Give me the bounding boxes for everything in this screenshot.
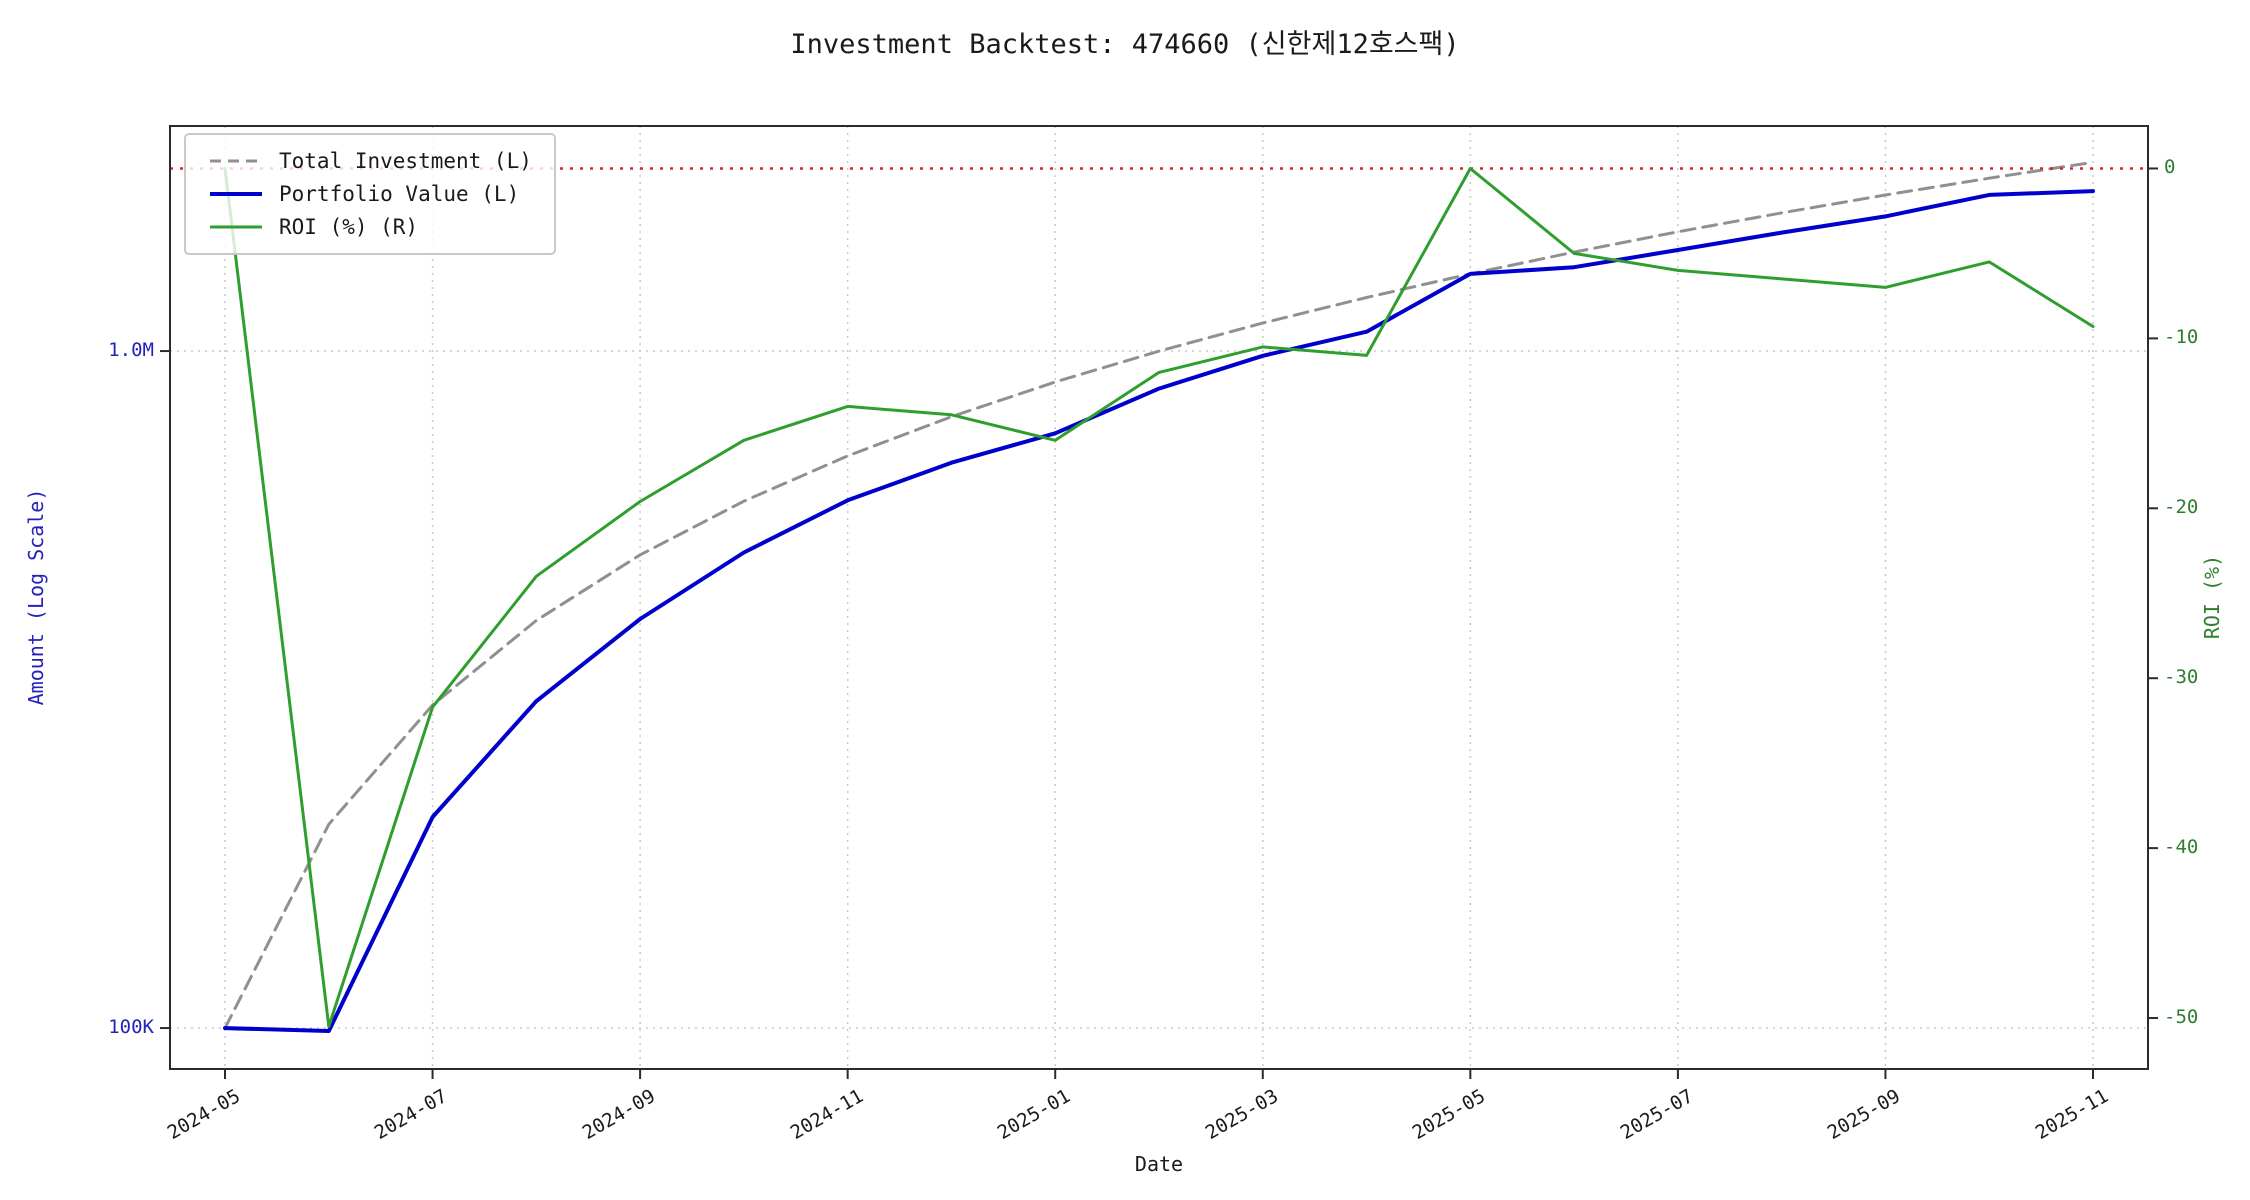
legend-item-portfolio-value: Portfolio Value (L) [208, 182, 532, 206]
plot-border [169, 125, 2149, 1070]
y-tick-label-right: -10 [2164, 326, 2199, 349]
y-tick-label-right: -30 [2164, 666, 2199, 689]
legend-item-roi: ROI (%) (R) [208, 215, 532, 239]
legend-label-total-investment: Total Investment (L) [279, 149, 532, 173]
y-tick-label-right: -50 [2164, 1006, 2199, 1029]
solid-line-sample-icon [210, 192, 262, 196]
y-tick-label-right: -20 [2164, 496, 2199, 519]
legend-label-portfolio-value: Portfolio Value (L) [279, 182, 520, 206]
y-tick-label-left: 100K [108, 1016, 154, 1039]
y-axis-label-right: ROI (%) [2200, 554, 2224, 640]
x-axis-label: Date [1134, 1152, 1184, 1176]
roi-line [223, 167, 2095, 1028]
portfolio-value-line [223, 189, 2095, 1033]
chart-title: Investment Backtest: 474660 (신한제12호스팩) [790, 29, 1460, 60]
y-tick-label-left: 1.0M [108, 339, 154, 362]
y-tick-label-right: -40 [2164, 836, 2199, 859]
legend-label-roi: ROI (%) (R) [279, 215, 419, 239]
legend: Total Investment (L) Portfolio Value (L)… [184, 133, 556, 255]
total-investment-line [223, 160, 2095, 1030]
dashed-line-sample-icon [210, 159, 262, 163]
y-tick-label-right: 0 [2164, 156, 2176, 179]
legend-item-total-investment: Total Investment (L) [208, 149, 532, 173]
solid-line-sample-icon [210, 225, 262, 229]
y-axis-label-left: Amount (Log Scale) [24, 488, 48, 706]
